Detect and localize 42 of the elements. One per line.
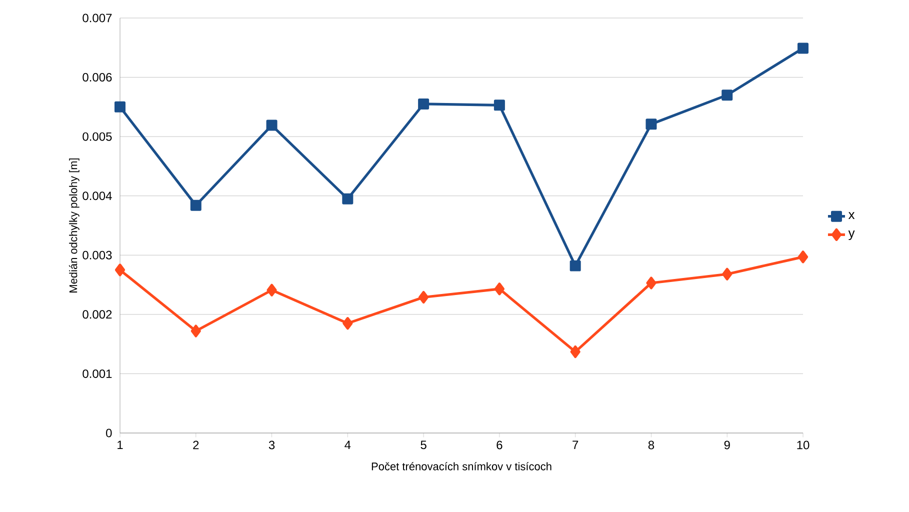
legend-label: y [848,230,855,240]
legend-label: x [848,212,855,220]
point [418,98,430,110]
x-tick-label: 6 [496,440,502,450]
point [494,282,504,296]
point [266,120,278,131]
x-tick-label: 10 [797,440,810,450]
y-tick-label: 0.005 [82,132,112,141]
point [114,101,126,112]
y-tick-label: 0.007 [82,14,112,22]
point [798,42,809,54]
point [342,317,353,330]
y-tick-label: 0.006 [82,73,112,82]
point [342,193,354,204]
y-tick-label: 0.002 [82,310,112,319]
y-tick-label: 0.003 [82,250,112,260]
point [114,264,126,276]
point [190,200,202,211]
y-axis-title: Medián odchylky polohy [m] [68,158,80,292]
x-tick-label: 5 [420,440,426,450]
point [494,100,505,111]
y-tick-label: 0.004 [82,192,112,200]
point [418,290,429,304]
x-tick-label: 7 [572,440,578,450]
point [646,118,657,130]
x-tick-label: 9 [724,440,730,450]
point [570,260,581,272]
point [190,324,201,338]
point [570,345,580,358]
x-tick-label: 4 [344,440,351,450]
point [722,90,733,101]
y-tick-label: 0.001 [82,369,112,378]
x-axis-title: Počet trénovacích snímkov v tisícoch [372,462,552,470]
x-tick-label: 3 [268,440,275,450]
point [646,276,656,290]
x-tick-label: 8 [648,440,654,450]
point [798,250,808,264]
x-tick-label: 2 [193,440,199,450]
point [722,268,732,280]
point [266,284,277,296]
y-tick-label: 0 [106,428,112,438]
x-tick-label: 1 [118,440,123,450]
